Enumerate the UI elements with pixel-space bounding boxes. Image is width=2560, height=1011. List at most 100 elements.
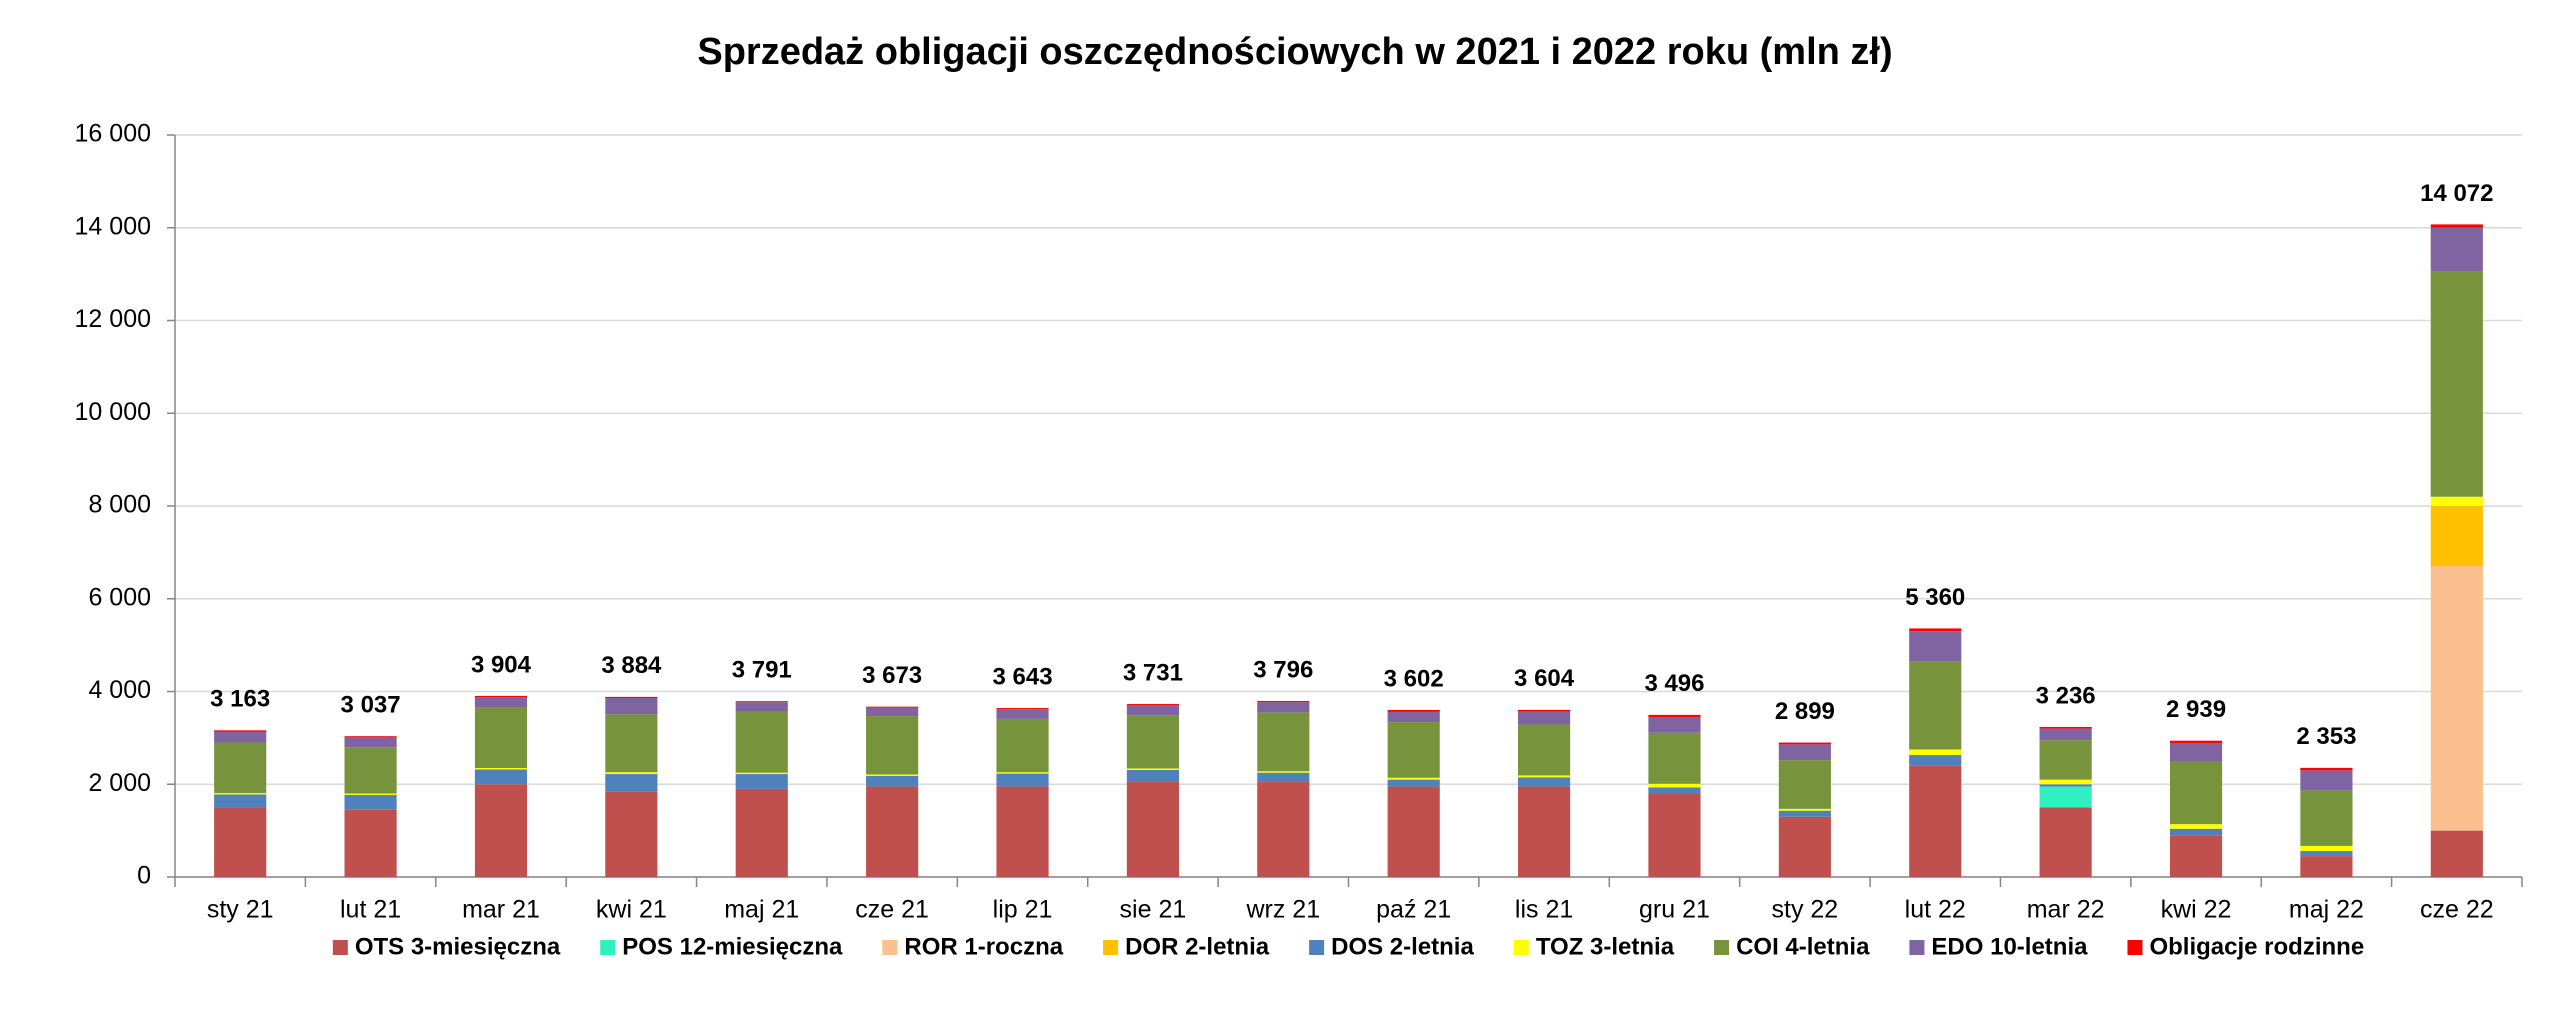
bar-segment xyxy=(1778,744,1831,761)
bar-segment xyxy=(735,772,788,775)
legend-swatch xyxy=(600,940,616,955)
bar-segment xyxy=(1518,724,1571,776)
bar-segment xyxy=(1126,704,1179,716)
bar-segment xyxy=(2039,807,2092,877)
x-tick-label: cze 22 xyxy=(2420,896,2494,924)
bar-segment xyxy=(866,707,919,717)
bar-segment xyxy=(474,707,528,769)
bar-segment xyxy=(2300,856,2353,877)
legend-label: DOR 2-letnia xyxy=(1125,933,1270,960)
x-tick-label: wrz 21 xyxy=(1245,896,1320,924)
legend-swatch xyxy=(1103,940,1119,955)
legend-label: COI 4-letnia xyxy=(1736,933,1870,960)
bar-segment xyxy=(1778,742,1831,745)
bar-segment xyxy=(1257,771,1310,773)
x-tick-label: kwi 22 xyxy=(2161,896,2232,924)
bar-segment xyxy=(214,794,267,808)
bar-segment xyxy=(605,791,658,877)
bar-segment xyxy=(1648,714,1701,718)
bar-segment xyxy=(735,711,788,773)
legend-label: POS 12-miesięczna xyxy=(622,933,843,960)
bar-segment xyxy=(1126,781,1179,877)
bar-segment xyxy=(1778,816,1831,877)
total-label: 3 602 xyxy=(1384,665,1444,692)
bar-segment xyxy=(1909,749,1962,756)
bar-segment xyxy=(996,786,1049,877)
total-label: 14 072 xyxy=(2420,180,2493,207)
bar-segment xyxy=(1518,709,1571,712)
legend-label: DOS 2-letnia xyxy=(1331,933,1474,960)
bar-segment xyxy=(605,697,658,715)
legend-swatch xyxy=(1909,940,1925,955)
legend-label: ROR 1-roczna xyxy=(904,933,1063,960)
y-tick-label: 8 000 xyxy=(88,491,151,519)
bar-segment xyxy=(996,718,1049,773)
bar-segment xyxy=(866,786,919,877)
bar-segment xyxy=(996,773,1049,787)
legend-swatch xyxy=(2127,940,2143,955)
bar-segment xyxy=(1257,702,1310,713)
bar-segment xyxy=(1648,783,1701,788)
total-label: 3 037 xyxy=(341,692,401,719)
x-tick-label: cze 21 xyxy=(855,896,929,924)
bar-segment xyxy=(344,793,397,795)
bar-segment xyxy=(1387,711,1440,723)
bar-segment xyxy=(2169,828,2223,836)
y-tick-label: 14 000 xyxy=(75,212,151,240)
y-tick-label: 4 000 xyxy=(88,676,151,704)
bar-segment xyxy=(1387,709,1440,712)
legend-swatch xyxy=(1714,940,1730,955)
bar-segment xyxy=(1778,760,1831,809)
bar-segment xyxy=(1257,781,1310,877)
bar-segment xyxy=(605,774,658,792)
bar-segment xyxy=(1387,786,1440,877)
bar-segment xyxy=(1518,711,1571,725)
bar-segment xyxy=(1909,765,1962,877)
bar-segment xyxy=(866,775,919,787)
x-tick-label: gru 21 xyxy=(1639,896,1710,924)
bar-segment xyxy=(1257,712,1310,772)
bar-segment xyxy=(1387,779,1440,787)
bar-segment xyxy=(2300,790,2353,846)
total-label: 5 360 xyxy=(1905,584,1965,611)
total-label: 2 899 xyxy=(1775,698,1835,725)
bar-segment xyxy=(1778,810,1831,817)
bar-segment xyxy=(2039,740,2092,780)
bar-segment xyxy=(344,736,397,737)
x-tick-label: lut 22 xyxy=(1905,896,1966,924)
bar-segment xyxy=(2430,271,2483,497)
bar-segment xyxy=(2430,227,2483,272)
bar-segment xyxy=(214,731,267,743)
bar-segment xyxy=(2300,845,2353,852)
x-tick-label: sie 21 xyxy=(1120,896,1187,924)
bar-segment xyxy=(735,774,788,789)
bar-segment xyxy=(996,708,1049,710)
bar-segment xyxy=(474,769,528,785)
bar-segment xyxy=(344,809,397,877)
legend-label: Obligacje rodzinne xyxy=(2149,933,2364,960)
bar-segment xyxy=(1909,631,1962,662)
bar-segment xyxy=(2039,726,2092,729)
bar-segment xyxy=(1909,755,1962,766)
bar-segment xyxy=(1648,787,1701,794)
bar-segment xyxy=(1518,775,1571,778)
bar-segment xyxy=(2300,851,2353,857)
bar-segment xyxy=(344,747,397,794)
bar-segment xyxy=(2430,506,2483,567)
bar-segment xyxy=(2300,770,2353,791)
total-label: 3 904 xyxy=(471,651,532,678)
bar-segment xyxy=(1648,717,1701,733)
bar-segment xyxy=(344,736,397,748)
bar-segment xyxy=(474,784,528,877)
bar-segment xyxy=(1387,722,1440,778)
bar-segment xyxy=(1648,732,1701,784)
bar-segment xyxy=(2300,767,2353,771)
bar-segment xyxy=(866,706,919,708)
bar-segment xyxy=(1126,768,1179,770)
bar-segment xyxy=(2169,742,2223,762)
bar-segment xyxy=(1648,793,1701,877)
x-tick-label: maj 22 xyxy=(2289,896,2364,924)
bar-segment xyxy=(214,730,267,732)
bar-segment xyxy=(1257,772,1310,782)
bar-segment xyxy=(996,709,1049,719)
